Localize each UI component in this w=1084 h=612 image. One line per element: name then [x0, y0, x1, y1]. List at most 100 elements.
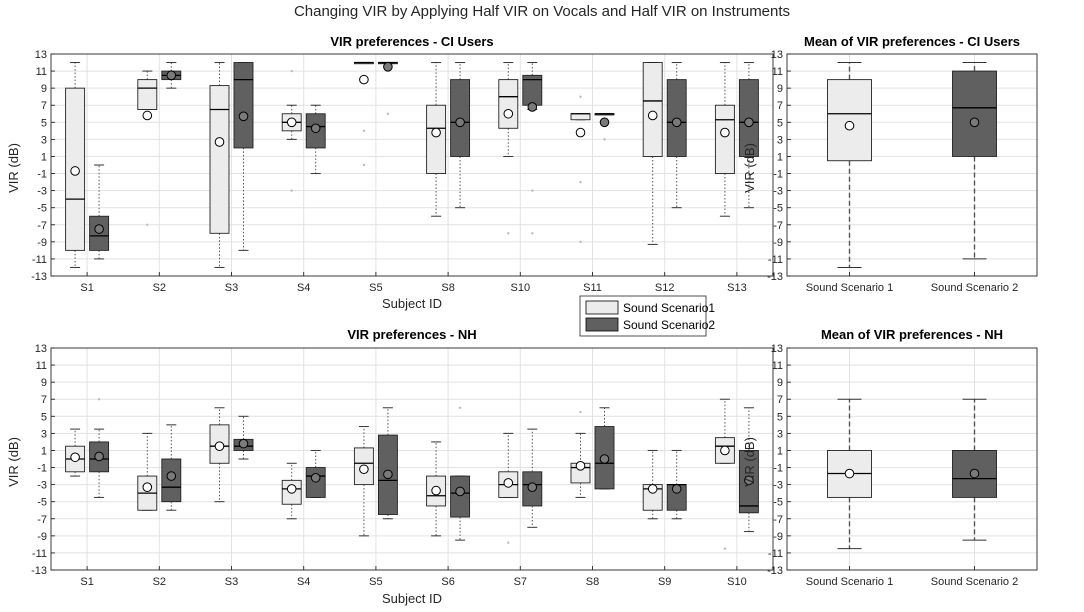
box-2-S13 — [738, 62, 759, 209]
y-tick-label: 13 — [35, 49, 47, 61]
box-1-S2 — [137, 432, 158, 511]
y-tick-label: 11 — [772, 360, 783, 372]
box-1-S9 — [642, 449, 663, 520]
mean-marker — [214, 137, 225, 147]
x-axis-label: Subject ID — [382, 296, 442, 311]
box-iqr — [827, 79, 872, 162]
y-tick-label: 1 — [777, 151, 783, 163]
mean-marker — [720, 445, 730, 456]
y-tick-label: -1 — [37, 169, 47, 181]
y-tick-label: 11 — [36, 66, 47, 78]
mean-marker — [70, 166, 80, 176]
chart-ci-subjects: VIR preferences - CI Users Subject ID VI… — [6, 34, 774, 311]
y-tick-label: -5 — [37, 203, 47, 215]
x-tick-label: Sound Scenario 1 — [806, 282, 893, 294]
box-1-S13 — [714, 62, 735, 217]
outlier-point — [579, 410, 582, 414]
y-tick-label: -7 — [37, 514, 47, 526]
x-tick-label: S2 — [153, 576, 166, 588]
y-axis-label: VIR (dB) — [742, 437, 757, 487]
chart-title: VIR preferences - CI Users — [330, 34, 493, 49]
outlier-point — [362, 129, 366, 133]
box-2-S3 — [233, 415, 254, 460]
mean-marker — [142, 482, 153, 492]
y-tick-label: 9 — [777, 377, 783, 389]
x-tick-label: S5 — [369, 576, 382, 588]
box-2-S10 — [522, 62, 543, 235]
mean-marker — [94, 224, 104, 234]
y-tick-label: -13 — [767, 565, 783, 577]
box-iqr — [570, 113, 591, 121]
y-tick-label: -13 — [31, 565, 47, 577]
box-iqr — [209, 85, 230, 234]
chart-title: Mean of VIR preferences - CI Users — [804, 34, 1020, 49]
y-tick-label: 11 — [36, 360, 47, 372]
plot-area: 13 11 9 7 5 3 1 -1 -3 -5 -7 -9 -11 -13 Sound Scenario … — [767, 49, 1038, 294]
mean-marker — [455, 117, 465, 128]
axes-frame — [786, 347, 1038, 571]
y-axis-label: VIR (dB) — [742, 143, 757, 193]
mean-marker — [575, 461, 586, 471]
mean-marker — [286, 484, 297, 494]
box-1-S1 — [65, 428, 86, 477]
box-1-S12 — [642, 62, 663, 245]
box-iqr — [952, 70, 997, 157]
chart-nh-subjects: VIR preferences - NH Subject ID VIR (dB)… — [6, 327, 774, 606]
mean-marker — [383, 469, 393, 480]
mean-marker — [599, 117, 610, 128]
outlier-point — [531, 232, 534, 235]
y-tick-label: 3 — [41, 134, 47, 146]
legend-swatch-scenario2 — [585, 317, 619, 332]
outlier-point — [579, 240, 582, 244]
box-1-S6 — [426, 441, 447, 537]
mean-marker — [214, 441, 225, 451]
box-1-S7 — [498, 432, 519, 544]
outlier-point — [386, 112, 390, 115]
x-tick-label: S7 — [514, 576, 527, 588]
y-tick-label: 13 — [771, 343, 783, 355]
x-tick-label: S1 — [80, 576, 93, 588]
mean-marker — [94, 451, 104, 462]
outlier-point — [603, 138, 606, 141]
y-tick-label: -1 — [773, 463, 783, 475]
box-2-S1 — [89, 398, 110, 498]
x-tick-label: S8 — [586, 576, 599, 588]
plot-area: 13 11 9 7 5 3 1 -1 -3 -5 -7 -9 -11 -13 S1 S2 S3 S4 S5 S6 S7 S… — [31, 343, 774, 588]
x-tick-label: S9 — [658, 576, 671, 588]
legend-label-scenario1: Sound Scenario1 — [623, 301, 715, 315]
box-1-S3 — [209, 62, 230, 268]
mean-marker — [383, 62, 393, 72]
x-tick-label: S12 — [655, 282, 675, 294]
y-tick-label: 7 — [41, 394, 47, 406]
x-tick-label: Sound Scenario 2 — [931, 576, 1018, 588]
y-tick-label: -7 — [773, 220, 783, 232]
x-tick-label: S10 — [511, 282, 531, 294]
x-tick-label: S10 — [727, 576, 747, 588]
box-iqr — [642, 62, 663, 157]
mean-marker — [503, 108, 514, 119]
box-1-S10 — [498, 62, 519, 235]
y-tick-label: -9 — [37, 237, 47, 249]
outlier-point — [507, 232, 510, 235]
mean-marker — [70, 452, 80, 463]
box-2-S8 — [450, 62, 471, 209]
y-tick-label: -5 — [37, 497, 47, 509]
legend-label-scenario2: Sound Scenario2 — [623, 318, 715, 332]
y-tick-label: -7 — [773, 514, 783, 526]
mean-marker — [166, 70, 177, 81]
box-1-S3 — [209, 407, 230, 503]
y-tick-label: 3 — [777, 134, 783, 146]
mean-marker — [969, 117, 980, 128]
y-tick-label: 11 — [772, 66, 783, 78]
legend-swatch-scenario1 — [585, 300, 619, 315]
mean-marker — [166, 471, 177, 481]
box-1-S10 — [714, 398, 735, 550]
mean-marker — [844, 120, 855, 131]
mean-marker — [744, 475, 754, 486]
box-1-S4 — [281, 462, 302, 520]
box-2-S4 — [305, 449, 326, 498]
y-tick-label: 7 — [777, 394, 783, 406]
x-tick-label: S6 — [441, 576, 454, 588]
figure-title: Changing VIR by Applying Half VIR on Voc… — [294, 3, 790, 20]
